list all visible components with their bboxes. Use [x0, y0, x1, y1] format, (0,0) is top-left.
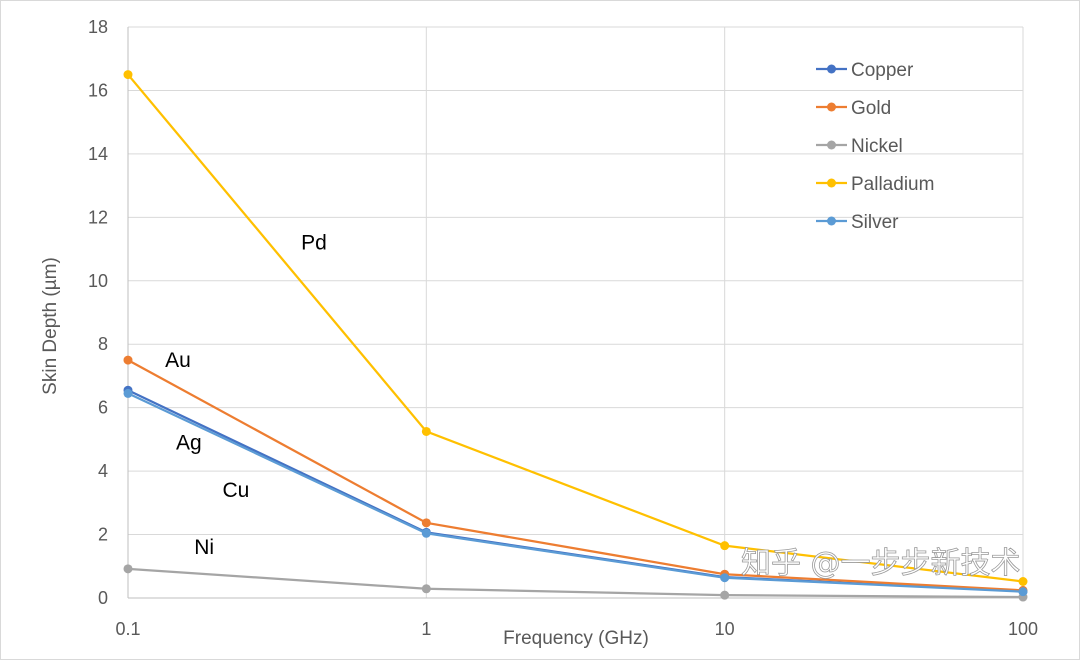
series-line-gold — [127, 359, 1024, 592]
data-point-palladium — [123, 70, 133, 80]
data-point-silver — [720, 573, 730, 583]
legend-marker-nickel — [827, 140, 836, 150]
data-point-nickel — [123, 564, 133, 574]
data-point-palladium — [1018, 577, 1028, 587]
legend-marker-gold — [827, 102, 836, 112]
data-point-palladium — [720, 541, 730, 551]
data-point-silver — [1018, 587, 1028, 597]
data-point-silver — [421, 528, 431, 538]
data-point-silver — [123, 388, 133, 398]
legend-label-copper: Copper — [851, 60, 914, 81]
data-point-gold — [123, 355, 133, 365]
y-tick-label: 14 — [88, 144, 108, 164]
x-axis-label: Frequency (GHz) — [503, 628, 649, 649]
legend-label-palladium: Palladium — [851, 174, 934, 195]
y-tick-label: 6 — [98, 398, 108, 418]
y-tick-label: 4 — [98, 461, 108, 481]
data-point-gold — [421, 518, 431, 528]
series-line-palladium — [127, 73, 1024, 583]
series-line-nickel — [127, 567, 1024, 599]
legend-label-gold: Gold — [851, 98, 891, 119]
annotation-label: Ni — [194, 536, 214, 559]
data-point-nickel — [720, 590, 730, 600]
y-tick-label: 2 — [98, 525, 108, 545]
annotation-label: Cu — [222, 479, 249, 502]
y-tick-label: 16 — [88, 80, 108, 100]
x-tick-label: 10 — [715, 619, 735, 639]
watermark: 知乎 @一步步新技术 — [741, 546, 1021, 581]
data-point-nickel — [421, 584, 431, 594]
x-tick-label: 1 — [421, 619, 431, 639]
data-point-palladium — [421, 426, 431, 436]
legend-label-nickel: Nickel — [851, 136, 903, 157]
y-axis-label: Skin Depth (µm) — [40, 257, 61, 395]
y-tick-label: 8 — [98, 334, 108, 354]
annotation-label: Pd — [301, 232, 327, 255]
legend-marker-silver — [827, 216, 836, 226]
y-tick-label: 0 — [98, 588, 108, 608]
y-tick-label: 18 — [88, 17, 108, 37]
x-tick-label: 0.1 — [115, 619, 140, 639]
series-line-silver — [127, 392, 1024, 593]
legend-label-silver: Silver — [851, 212, 899, 233]
y-tick-label: 10 — [88, 271, 108, 291]
legend-marker-palladium — [827, 178, 836, 188]
annotation-label: Au — [165, 349, 191, 372]
x-tick-label: 100 — [1008, 619, 1038, 639]
annotation-label: Ag — [176, 432, 202, 455]
y-tick-label: 12 — [88, 207, 108, 227]
legend-marker-copper — [827, 64, 836, 74]
